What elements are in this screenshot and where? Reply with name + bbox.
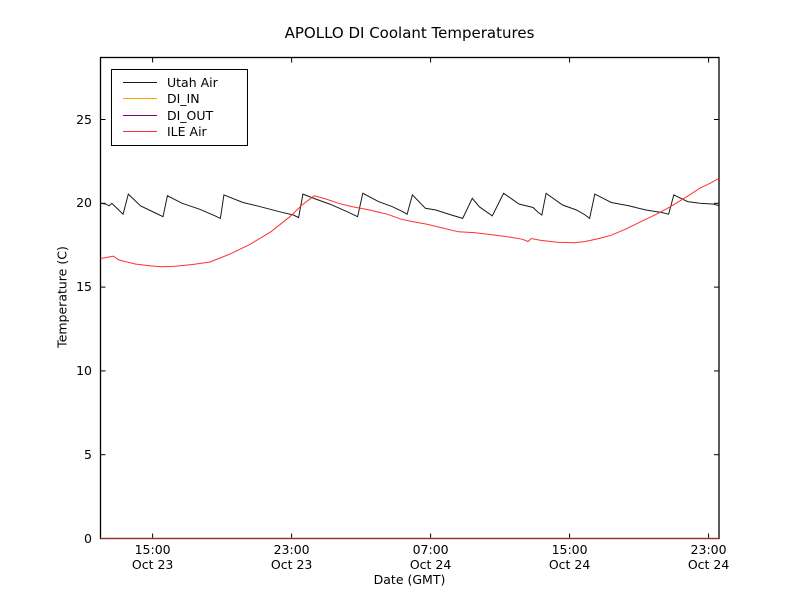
legend-line-icon	[123, 114, 157, 116]
y-tick-label: 5	[84, 446, 92, 462]
x-tick-time: 23:00	[690, 542, 727, 557]
x-tick-label: 23:00 Oct 23	[244, 542, 340, 572]
legend-item-di-in: DI_IN	[112, 91, 247, 108]
legend: Utah Air DI_IN DI_OUT ILE Air	[111, 69, 248, 146]
y-tick-label: 20	[76, 195, 92, 211]
legend-line-icon	[123, 131, 157, 133]
x-tick-time: 07:00	[412, 542, 449, 557]
legend-label: DI_IN	[167, 91, 200, 107]
x-tick-label: 15:00 Oct 23	[105, 542, 201, 572]
x-tick-date: Oct 24	[409, 556, 452, 572]
x-tick-date: Oct 24	[687, 556, 730, 572]
x-tick-time: 15:00	[134, 542, 171, 557]
y-tick-label: 25	[76, 111, 92, 127]
x-tick-label: 23:00 Oct 24	[661, 542, 757, 572]
legend-label: DI_OUT	[167, 107, 214, 123]
x-tick-date: Oct 23	[270, 556, 313, 572]
legend-line-icon	[123, 81, 157, 83]
y-axis-label: Temperature (C)	[54, 246, 70, 348]
legend-label: ILE Air	[167, 124, 207, 140]
legend-item-ile-air: ILE Air	[112, 124, 247, 141]
y-tick-label: 0	[84, 530, 92, 546]
chart-title: APOLLO DI Coolant Temperatures	[284, 24, 535, 42]
legend-item-di-out: DI_OUT	[112, 107, 247, 124]
legend-label: Utah Air	[167, 74, 218, 90]
x-tick-label: 15:00 Oct 24	[522, 542, 618, 572]
y-tick-label: 10	[76, 362, 92, 378]
ile-air-line	[100, 177, 720, 268]
x-axis-label: Date (GMT)	[373, 572, 446, 587]
utah-air-line	[100, 192, 720, 220]
x-tick-date: Oct 23	[131, 556, 174, 572]
x-tick-time: 23:00	[273, 542, 310, 557]
y-tick-label: 15	[76, 279, 92, 295]
legend-line-icon	[123, 98, 157, 100]
x-tick-time: 15:00	[551, 542, 588, 557]
legend-item-utah-air: Utah Air	[112, 74, 247, 91]
x-tick-label: 07:00 Oct 24	[383, 542, 479, 572]
x-tick-date: Oct 24	[548, 556, 591, 572]
